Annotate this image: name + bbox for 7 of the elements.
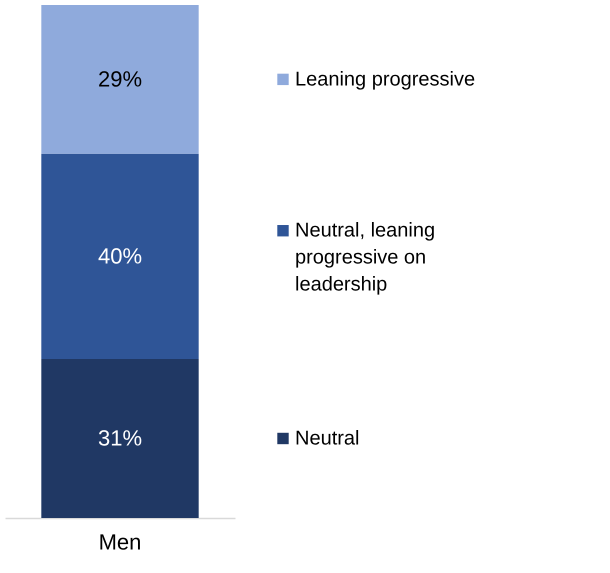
data-label: 40%: [98, 243, 142, 268]
legend-label: Neutral, leaning progressive on leadership: [295, 220, 436, 296]
data-label: 29%: [98, 66, 142, 92]
x-tick-label: Men: [98, 530, 142, 554]
legend-label: Leaning progressive: [295, 68, 476, 90]
legend-label: Neutral: [295, 427, 360, 450]
data-label: 31%: [98, 425, 142, 450]
